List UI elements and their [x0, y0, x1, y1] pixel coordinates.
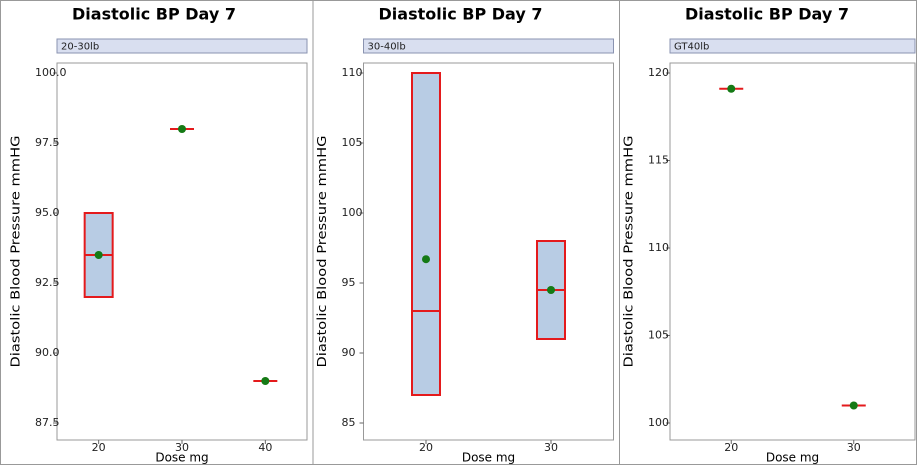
- mean-marker: [94, 251, 103, 259]
- y-axis-label: Diastolic Blood Pressure mmHG: [622, 136, 636, 368]
- y-tick-label: 95.0: [35, 206, 60, 219]
- chart-title: Diastolic BP Day 7: [379, 5, 543, 24]
- x-tick-label: 30: [175, 441, 189, 454]
- x-tick-label: 30: [847, 441, 861, 454]
- y-tick-label: 90.0: [35, 346, 60, 359]
- box: [411, 72, 441, 396]
- y-tick-label: 92.5: [35, 276, 60, 289]
- strip-label: 20-30lb: [61, 42, 99, 53]
- y-tick-label: 95: [342, 276, 356, 289]
- chart-title: Diastolic BP Day 7: [72, 5, 236, 24]
- x-axis-label: Dose mg: [155, 451, 208, 465]
- strip: [669, 38, 916, 54]
- y-tick-label: 105: [342, 136, 363, 149]
- mean-marker: [422, 255, 430, 264]
- mean-marker: [727, 84, 736, 93]
- y-tick-label: 110: [648, 241, 669, 254]
- y-tick-label: 100: [342, 206, 363, 219]
- mean-marker: [178, 125, 186, 133]
- y-tick-label: 87.5: [35, 416, 60, 429]
- y-axis-label: Diastolic Blood Pressure mmHG: [315, 136, 329, 368]
- y-tick-label: 105: [648, 329, 669, 342]
- y-tick-label: 120: [648, 66, 669, 79]
- x-tick-label: 20: [419, 441, 433, 454]
- y-tick-label: 115: [648, 154, 669, 167]
- mean-marker: [547, 286, 555, 294]
- y-tick-label: 90: [342, 346, 356, 359]
- x-tick-label: 20: [724, 441, 738, 454]
- strip-label: GT40lb: [674, 42, 709, 53]
- strip: [363, 38, 614, 54]
- x-axis-label: Dose mg: [766, 451, 819, 465]
- y-axis-label: Diastolic Blood Pressure mmHG: [9, 136, 23, 368]
- plot-area: [669, 62, 916, 441]
- y-tick-label: 110: [342, 66, 363, 79]
- x-axis-label: Dose mg: [462, 451, 515, 465]
- plot-area: [363, 62, 614, 441]
- strip-label: 30-40lb: [368, 42, 406, 53]
- chart-title: Diastolic BP Day 7: [685, 5, 849, 24]
- y-tick-label: 97.5: [35, 136, 60, 149]
- y-tick-label: 100: [648, 416, 669, 429]
- y-tick-label: 100.0: [35, 66, 67, 79]
- strip: [56, 38, 308, 54]
- x-tick-label: 20: [92, 441, 106, 454]
- mean-marker: [849, 401, 858, 410]
- x-tick-label: 40: [258, 441, 272, 454]
- y-tick-label: 85: [342, 416, 356, 429]
- x-tick-label: 30: [544, 441, 558, 454]
- mean-marker: [261, 377, 270, 385]
